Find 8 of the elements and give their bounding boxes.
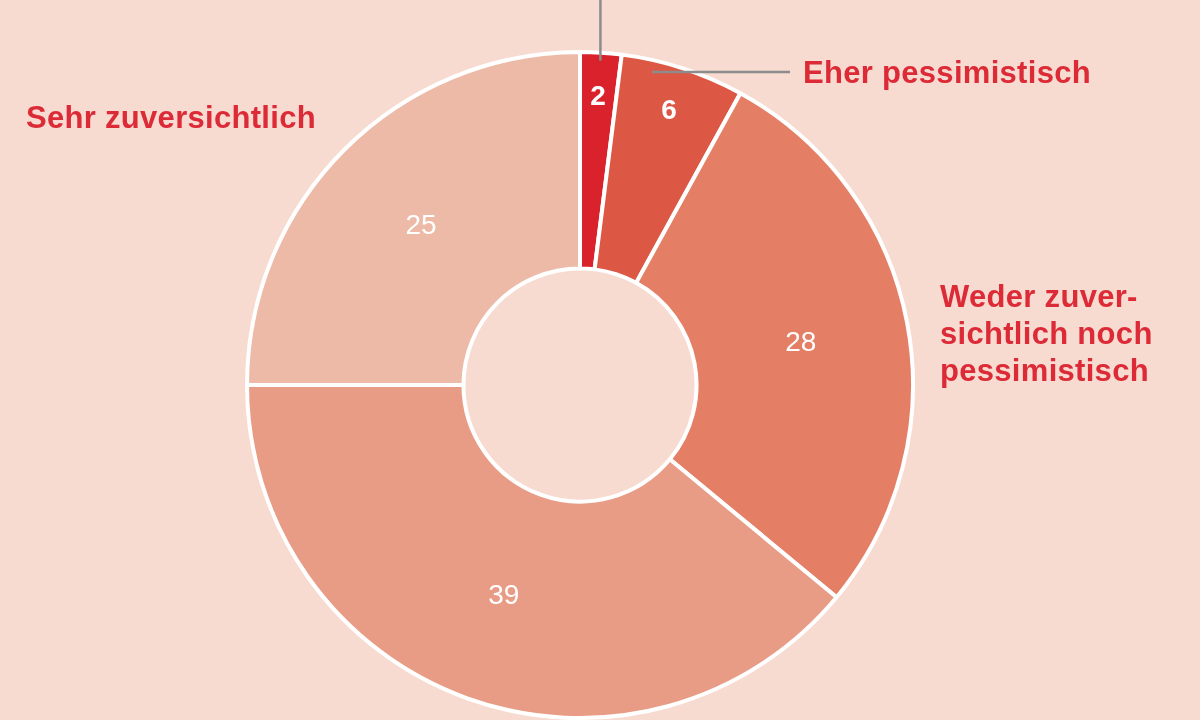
slice-label: Eher pessimistisch: [803, 53, 1091, 91]
data-label: 28: [785, 325, 817, 357]
data-label: 6: [661, 93, 677, 125]
data-label: 2: [590, 80, 606, 112]
data-label: 39: [488, 579, 520, 611]
slice-label: Sehr zuversichtlich: [26, 98, 316, 136]
data-label: 25: [405, 208, 437, 240]
slice-label: Weder zuver-sichtlich noch pessimistisch: [940, 278, 1154, 389]
